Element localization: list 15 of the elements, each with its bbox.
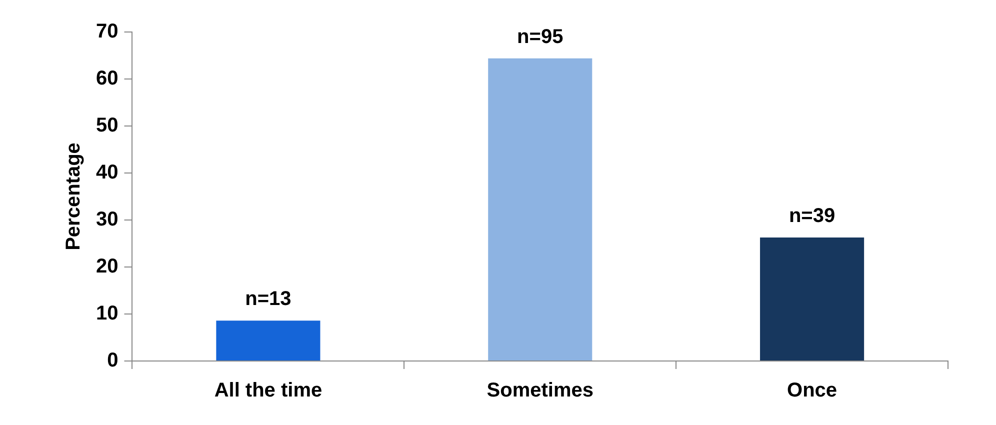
y-tick-label: 20 [96, 256, 118, 278]
x-tick-label: All the time [214, 380, 322, 402]
y-axis-title: Percentage [62, 142, 85, 250]
x-tick-label: Once [787, 380, 838, 402]
y-tick-label: 30 [96, 208, 118, 231]
annotation: n=13 [245, 288, 292, 310]
y-tick-label: 10 [96, 302, 118, 325]
y-tick-label: 0 [107, 350, 118, 372]
y-tick-label: 50 [96, 114, 118, 137]
y-tick-label: 70 [96, 20, 118, 43]
x-tick-label: Sometimes [486, 380, 594, 402]
annotation: n=95 [517, 26, 564, 48]
y-tick-label: 60 [96, 68, 118, 90]
annotation: n=39 [788, 204, 836, 227]
y-tick-label: 40 [96, 162, 118, 184]
